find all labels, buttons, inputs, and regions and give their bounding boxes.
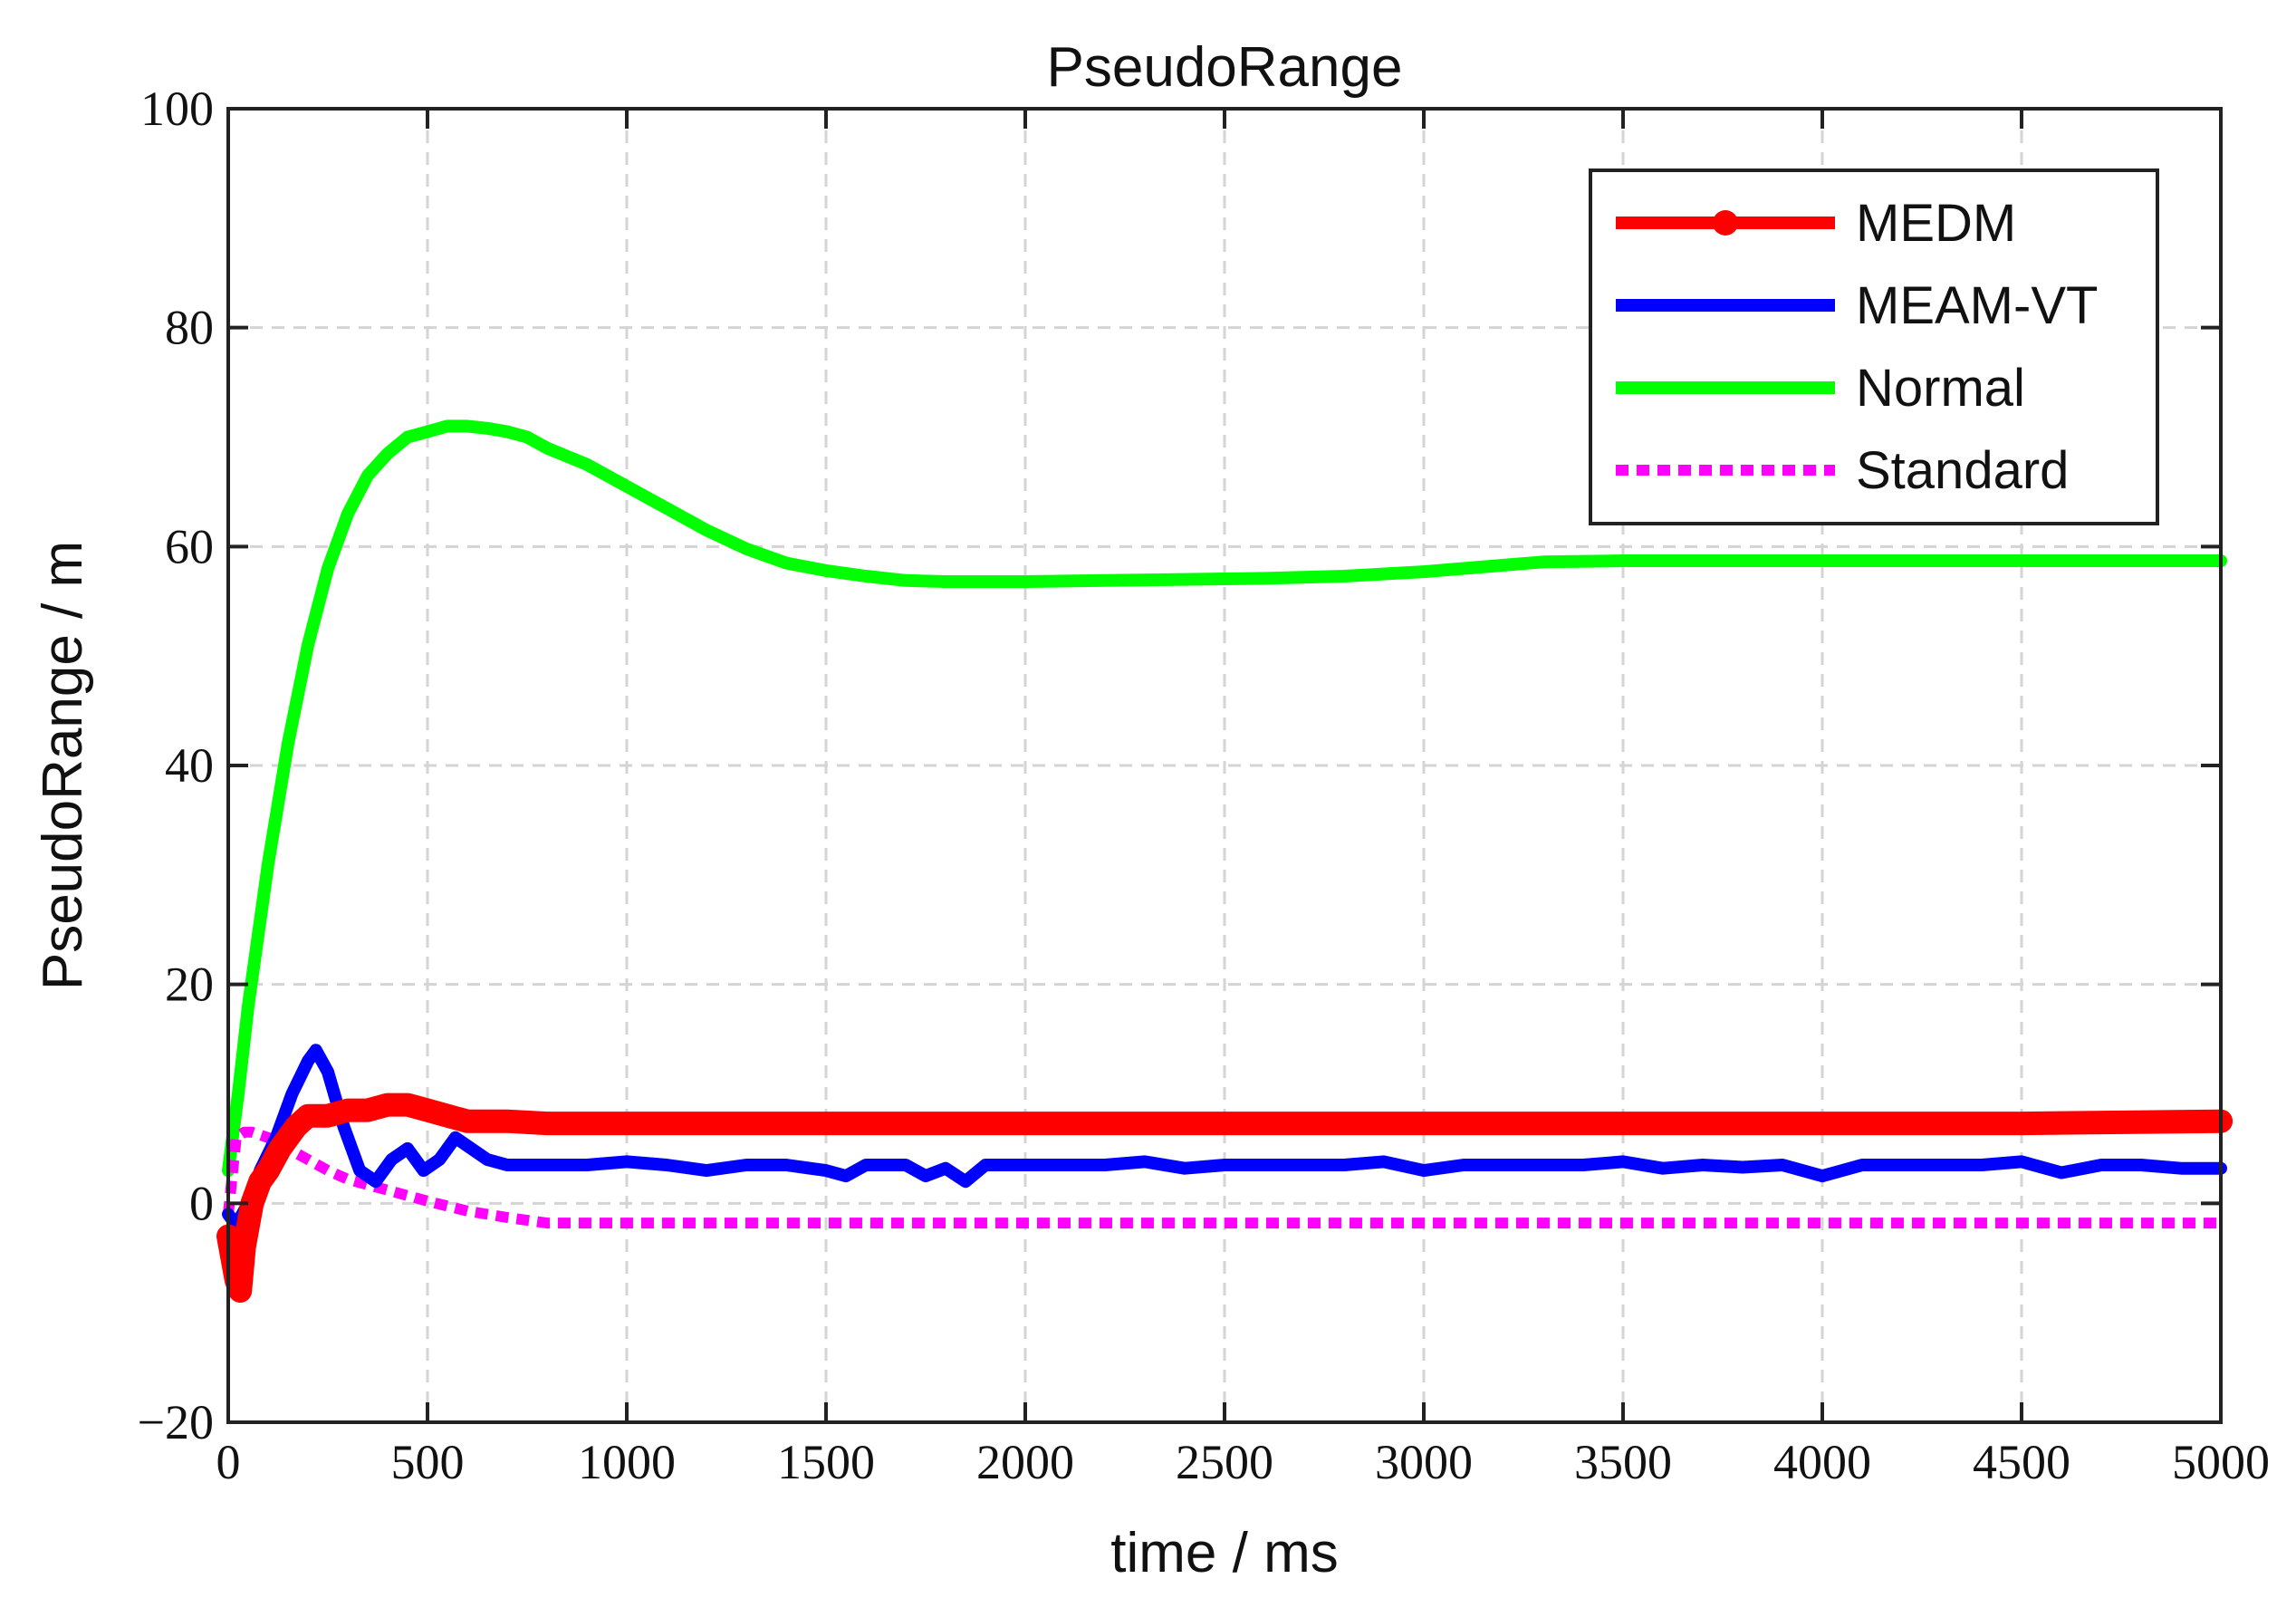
chart-title: PseudoRange (1047, 36, 1403, 99)
legend-label-normal: Normal (1856, 359, 2025, 418)
y-tick-label: 80 (165, 301, 214, 355)
x-tick-label: 5000 (2172, 1435, 2270, 1489)
series-line-standard (223, 1126, 2221, 1229)
y-tick-label: 60 (165, 519, 214, 573)
legend-label-meam-vt: MEAM-VT (1856, 276, 2098, 335)
x-tick-label: 3500 (1574, 1435, 1672, 1489)
x-tick-label: 500 (391, 1435, 465, 1489)
y-tick-label: 0 (189, 1176, 214, 1230)
y-tick-label: 40 (165, 738, 214, 793)
x-tick-label: 4500 (1973, 1435, 2070, 1489)
x-tick-label: 2000 (976, 1435, 1074, 1489)
legend: MEDM MEAM-VT Normal Standard (1589, 168, 2159, 525)
legend-marker-medm (1713, 210, 1738, 236)
series-line-normal (222, 419, 2227, 1178)
x-axis-label: time / ms (1110, 1522, 1338, 1584)
x-tick-label: 1000 (578, 1435, 676, 1489)
y-tick-label: 20 (165, 958, 214, 1012)
x-tick-label: 3000 (1375, 1435, 1473, 1489)
axis-ticks: 0 500 1000 1500 2000 2500 3000 3500 4000 4500 5000… (138, 82, 2270, 1489)
legend-label-standard: Standard (1856, 441, 2069, 500)
x-tick-label: 1500 (777, 1435, 875, 1489)
legend-label-medm: MEDM (1856, 194, 2016, 253)
x-tick-label: 4000 (1773, 1435, 1871, 1489)
series-line-medm (216, 1093, 2233, 1303)
y-axis-label: PseudoRange / m (32, 541, 94, 990)
y-tick-label: 100 (140, 82, 214, 136)
y-tick-label: −20 (138, 1395, 214, 1449)
series-line-meam-vt (222, 1044, 2227, 1232)
x-tick-label: 2500 (1176, 1435, 1273, 1489)
x-tick-label: 0 (216, 1435, 241, 1489)
series-group (216, 419, 2233, 1303)
